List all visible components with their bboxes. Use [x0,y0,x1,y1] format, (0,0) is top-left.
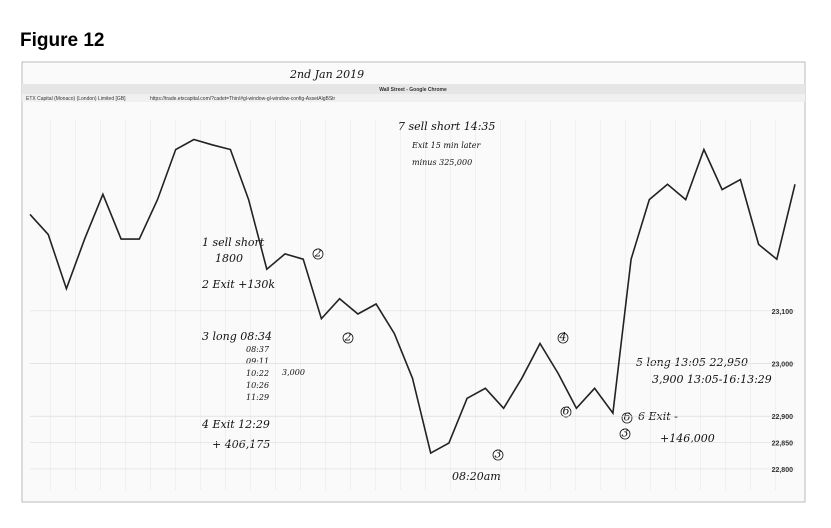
note-line: 3 long 08:34 [202,330,272,343]
marker-circle [621,412,633,424]
note-line: 08:37 [246,345,270,354]
y-tick-label: 22,850 [772,441,794,448]
note-line: 10:26 [246,381,269,390]
note-1: 1 sell short 1800 2 Exit +130k [201,236,275,291]
note-line: 10:22 [246,369,269,378]
note-line: 7 sell short 14:35 [398,120,495,133]
title-bar [22,84,805,94]
plot-area [30,120,795,490]
marker-circle [492,449,504,461]
y-tick-label: 22,900 [772,414,794,421]
note-7: 7 sell short 14:35 Exit 15 min later min… [398,120,495,167]
marker-label: 2 [344,331,352,344]
note-line: minus 325,000 [412,158,472,167]
figure-title: Figure 12 [20,30,104,51]
note-line: 11:29 [246,393,269,402]
note-line: 1800 [215,252,243,265]
marker-circle [342,332,354,344]
window-title: Wall Street - Google Chrome [379,87,447,93]
date-note: 2nd Jan 2019 [289,68,364,81]
note-line: + 406,175 [212,438,270,451]
marker-circle [312,248,324,260]
note-line: 09:11 [246,357,269,366]
y-tick-label: 23,100 [772,309,794,316]
marker-label: 3 [495,448,502,461]
note-line: 1 sell short [202,236,265,249]
marker-label: 6 [563,405,570,418]
note-line: 3,900 13:05-16:13:29 [652,373,772,386]
marker-circle [557,332,569,344]
markers: 2 2 3 4 6 3 6 [312,247,633,461]
y-tick-label: 23,000 [772,362,794,369]
marker-label: 2 [314,247,322,260]
note-3: 3 long 08:34 08:37 09:11 10:22 10:26 11:… [201,330,305,451]
y-tick-label: 22,800 [772,467,794,474]
note-line: +146,000 [660,432,715,445]
marker-circle [560,406,572,418]
marker-circle [619,428,631,440]
marker-label: 3 [622,427,629,440]
url: https://trade.etxcapital.com/?cadet=Thin… [150,96,336,102]
note-line: 5 long 13:05 22,950 [636,356,748,369]
price-line [29,138,796,455]
note-line: 4 Exit 12:29 [201,418,270,431]
tab-bar [22,94,805,102]
note-5: 5 long 13:05 22,950 3,900 13:05-16:13:29… [452,356,772,483]
marker-label: 6 [624,411,631,424]
note-line: Exit 15 min later [411,141,482,150]
marker-label: 4 [559,331,567,344]
tab-title: ETX Capital (Monaco) (London) Limited [G… [26,96,126,102]
note-line: 2 Exit +130k [201,278,275,291]
note-line: 08:20am [452,470,501,483]
note-line: 3,000 [282,368,305,377]
